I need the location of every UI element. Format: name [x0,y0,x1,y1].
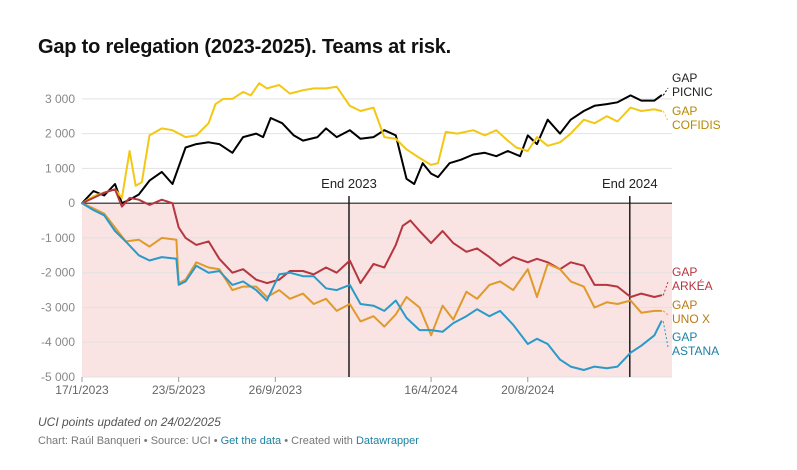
series-line [81,188,663,298]
series-label-connector [662,310,669,316]
y-tick-label: -3 000 [41,300,75,314]
series-line [81,94,663,205]
series-label: GAP [672,298,697,312]
series-label-connector [662,110,669,122]
annotations: End 2023 End 2024 [321,176,658,377]
x-tick-label: 20/8/2024 [501,383,555,397]
chart-credit: Chart: Raúl Banqueri [38,435,141,447]
update-note: UCI points updated on 24/02/2025 [38,415,221,429]
annotation-label: End 2023 [321,176,377,191]
get-data-link[interactable]: Get the data [220,435,282,447]
negative-zone [82,203,672,377]
x-tick-label: 16/4/2024 [404,383,458,397]
y-axis-ticks: 3 000 2 000 1 000 0 -1 000 -2 000 -3 000 -4 000… [41,92,75,384]
x-tick-label: 17/1/2023 [55,383,109,397]
y-tick-label: -1 000 [41,231,75,245]
series-label: GAP [672,71,697,85]
series-label: ASTANA [672,344,719,358]
series-label: COFIDIS [672,118,721,132]
y-tick-label: 0 [68,196,75,210]
series-label-connector [662,87,669,96]
annotation-label: End 2024 [602,176,658,191]
series-lines [81,82,663,371]
y-tick-label: -2 000 [41,266,75,280]
series-label: UNO X [672,312,710,326]
created-with-text: Created with [291,435,353,447]
footer-separator: • [143,435,148,447]
chart-footer: Chart: Raúl Banqueri • Source: UCI • Get… [38,435,419,447]
y-tick-label: 2 000 [45,127,75,141]
datawrapper-link[interactable]: Datawrapper [355,435,419,447]
y-tick-label: -5 000 [41,370,75,384]
series-label-connector [662,321,669,348]
series-label: PICNIC [672,85,713,99]
y-tick-label: -4 000 [41,335,75,349]
footer-separator: • [213,435,218,447]
series-label: GAP [672,265,697,279]
series-label: ARKÉA [672,278,713,293]
y-tick-label: 3 000 [45,92,75,106]
series-label: GAP [672,104,697,118]
footer-separator: • [284,435,289,447]
series-line [81,202,663,371]
y-tick-label: 1 000 [45,161,75,175]
series-label: GAP [672,330,697,344]
chart-title: Gap to relegation (2023-2025). Teams at … [38,36,452,58]
x-tick-label: 26/9/2023 [249,383,303,397]
x-tick-label: 23/5/2023 [152,383,206,397]
x-axis-ticks: 17/1/2023 23/5/2023 26/9/2023 16/4/2024 20/8… [55,377,555,397]
series-line [81,82,663,205]
grid-lines [82,98,672,378]
chart-source: Source: UCI [150,435,211,447]
